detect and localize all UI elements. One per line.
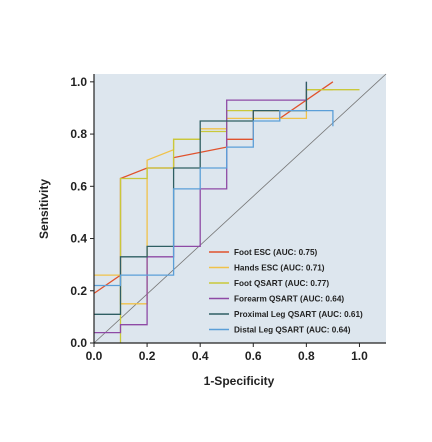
legend-label-2: Hands ESC (AUC: 0.71): [234, 264, 325, 273]
legend: Foot ESC (AUC: 0.75) Hands ESC (AUC: 0.71…: [209, 248, 363, 335]
x-tick-label: 0.4: [192, 349, 209, 363]
legend-label-4: Forearm QSART (AUC: 0.64): [234, 295, 344, 304]
y-tick-label: 0.0: [70, 336, 87, 350]
x-tick-label: 0.0: [86, 349, 103, 363]
y-axis-label: Sensitivity: [37, 179, 51, 239]
y-tick-label: 1.0: [70, 75, 87, 89]
y-tick-label: 0.4: [70, 232, 87, 246]
legend-label-1: Foot ESC (AUC: 0.75): [234, 248, 318, 257]
x-axis-label: 1-Specificity: [204, 374, 275, 388]
y-tick-label: 0.6: [70, 179, 87, 193]
reference-diagonal-line: [93, 73, 387, 344]
plot-area: [93, 73, 387, 344]
legend-label-3: Foot QSART (AUC: 0.77): [234, 279, 329, 288]
x-tick-label: 0.2: [139, 349, 156, 363]
x-tick-label: 1.0: [351, 349, 368, 363]
series-line-5: [94, 81, 308, 315]
x-tick-label: 0.8: [298, 349, 315, 363]
x-tick-label: 0.6: [245, 349, 262, 363]
y-tick-label: 0.8: [70, 127, 87, 141]
legend-label-6: Distal Leg QSART (AUC: 0.64): [234, 326, 351, 335]
axes: 0.0 0.2 0.4 0.6 0.8 1.0 0.0 0.2 0.4 0.6 0.8 1.0: [70, 74, 386, 363]
y-tick-label: 0.2: [70, 284, 87, 298]
series-line-6: [94, 109, 334, 287]
legend-label-5: Proximal Leg QSART (AUC: 0.61): [234, 310, 363, 319]
